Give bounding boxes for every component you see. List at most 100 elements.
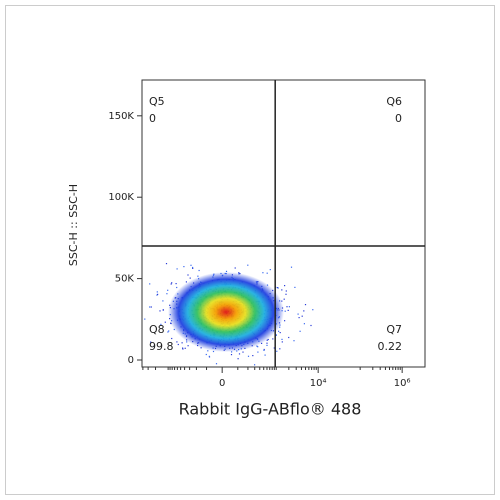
event-dot — [171, 282, 173, 284]
quadrant-value: 0 — [395, 112, 402, 125]
y-tick-label: 50K — [115, 274, 135, 285]
event-dot — [231, 351, 233, 353]
event-dot — [156, 294, 158, 296]
event-dot — [144, 318, 146, 320]
event-dot — [304, 304, 307, 306]
event-dot — [237, 358, 239, 360]
event-dot — [157, 293, 159, 295]
event-dot — [290, 266, 293, 268]
event-dot — [254, 364, 256, 366]
event-dot — [177, 343, 179, 346]
event-dot — [242, 351, 244, 353]
event-dot — [171, 337, 173, 340]
event-dot — [267, 338, 269, 341]
event-dot — [287, 309, 289, 311]
event-dot — [166, 293, 168, 295]
quadrant-name: Q6 — [386, 95, 402, 108]
event-dot — [176, 341, 178, 343]
event-dot — [189, 277, 191, 279]
event-dot — [198, 269, 200, 272]
event-dot — [162, 309, 164, 311]
event-dot — [263, 349, 265, 351]
event-dot — [247, 355, 250, 357]
quadrant-name: Q8 — [149, 323, 165, 336]
event-dot — [181, 342, 183, 344]
plot-box — [141, 79, 426, 368]
density-core — [168, 272, 284, 352]
event-dot — [159, 310, 161, 312]
event-dot — [262, 272, 264, 274]
event-dot — [284, 310, 286, 312]
event-dot — [285, 290, 287, 292]
event-dot — [215, 363, 218, 365]
event-dot — [197, 275, 199, 277]
event-dot — [164, 321, 166, 323]
event-dot — [192, 267, 194, 269]
event-dot — [230, 354, 233, 356]
quadrant-name: Q7 — [386, 323, 402, 336]
event-dot — [238, 353, 241, 355]
y-axis-label: SSC-H :: SSC-H — [67, 184, 80, 266]
event-dot — [156, 291, 158, 293]
event-dot — [175, 283, 177, 285]
event-dot — [170, 283, 172, 285]
event-dot — [212, 350, 215, 353]
event-dot — [168, 330, 170, 332]
event-dot — [275, 334, 277, 336]
event-dot — [187, 345, 189, 347]
event-dot — [281, 338, 283, 340]
event-dot — [162, 300, 164, 302]
event-dot — [160, 323, 162, 325]
event-dot — [182, 347, 184, 349]
event-dot — [185, 281, 187, 283]
event-dot — [150, 341, 152, 343]
event-dot — [208, 355, 210, 357]
event-dot — [266, 342, 268, 344]
event-dot — [272, 338, 274, 340]
event-dot — [310, 324, 312, 327]
event-dot — [312, 309, 314, 311]
event-dot — [205, 353, 207, 356]
event-dot — [149, 283, 151, 285]
event-dot — [263, 348, 265, 351]
event-dot — [186, 341, 188, 343]
quadrant-value: 99.8 — [149, 340, 174, 353]
event-dot — [266, 272, 268, 274]
event-dot — [266, 344, 268, 346]
event-dot — [301, 315, 303, 317]
y-tick-label: 0 — [128, 355, 134, 366]
event-dot — [276, 350, 278, 352]
event-dot — [285, 293, 287, 295]
event-dot — [288, 336, 290, 339]
quadrant-value: 0.22 — [378, 340, 403, 353]
event-dot — [279, 348, 281, 350]
event-dot — [269, 269, 271, 271]
event-dot — [286, 306, 288, 308]
event-dot — [266, 339, 268, 341]
event-dot — [281, 289, 283, 291]
event-dot — [273, 347, 275, 349]
event-dot — [234, 267, 236, 269]
event-dot — [281, 341, 283, 343]
event-dot — [167, 289, 169, 291]
y-tick-label: 150K — [108, 111, 134, 122]
event-dot — [184, 347, 186, 349]
event-dot — [153, 345, 155, 347]
event-dot — [176, 286, 178, 289]
event-dot — [264, 354, 266, 356]
event-dot — [238, 272, 240, 274]
x-tick-label: 10⁴ — [310, 378, 327, 389]
event-dot — [190, 264, 192, 266]
event-dot — [207, 350, 209, 352]
event-dot — [278, 330, 280, 332]
x-tick-label: 10⁶ — [394, 378, 411, 389]
event-dot — [299, 330, 301, 332]
event-dot — [150, 306, 152, 308]
event-dot — [284, 320, 286, 322]
event-dot — [303, 310, 305, 312]
event-dot — [149, 306, 151, 308]
y-tick-label: 100K — [108, 192, 134, 203]
event-dot — [288, 306, 290, 308]
event-dot — [176, 268, 178, 270]
